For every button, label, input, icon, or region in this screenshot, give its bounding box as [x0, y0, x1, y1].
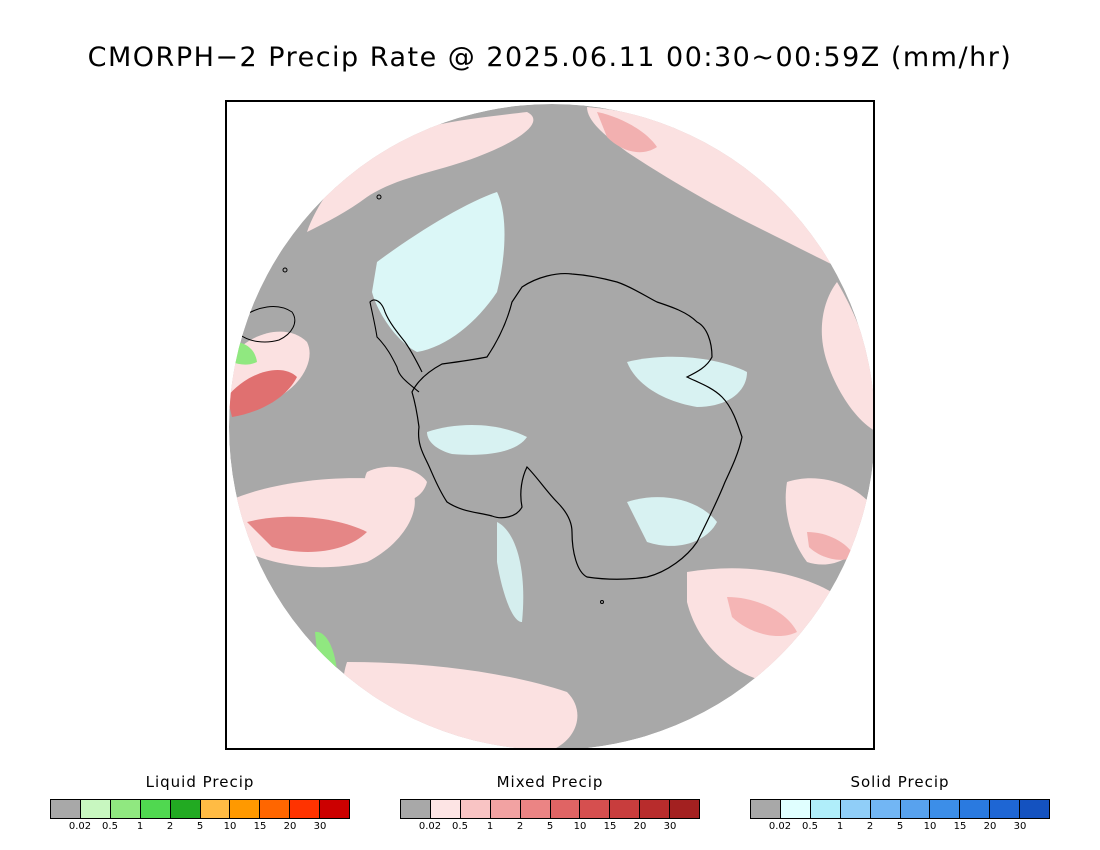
legend-tick-label: 10 [573, 821, 587, 832]
mixed-precip-heavy-lower-left [247, 516, 367, 552]
legend-tick-label: 15 [953, 821, 967, 832]
legend-swatch [900, 800, 931, 818]
legend-liquid: Liquid Precip 0.02 0.5 1 2 5 10 15 20 30 [50, 772, 350, 835]
solid-precip-south-east [627, 497, 717, 546]
legend-swatch [51, 800, 81, 818]
legend-swatch [290, 800, 321, 818]
island-marker [376, 194, 382, 200]
legend-swatch [230, 800, 261, 818]
legend-tick-label: 0.5 [102, 821, 118, 832]
island-marker [282, 267, 288, 273]
legend-swatch [840, 800, 871, 818]
legend-swatch [260, 800, 291, 818]
mixed-precip-heavy-left [229, 369, 297, 417]
legend-swatch [870, 800, 901, 818]
legend-swatch [80, 800, 111, 818]
legend-solid: Solid Precip 0.02 0.5 1 2 5 10 15 20 30 [750, 772, 1050, 835]
legend-swatch [110, 800, 141, 818]
liquid-precip-lower-left [315, 631, 337, 674]
legend-tick-label: 15 [253, 821, 267, 832]
mixed-precip-top-arc [307, 112, 534, 232]
mixed-precip-heavy-right [807, 532, 855, 560]
legend-tick-labels: 0.02 0.5 1 2 5 10 15 20 30 [50, 821, 350, 835]
legend-tick-label: 5 [896, 821, 904, 832]
legend-swatch [170, 800, 201, 818]
legend-tick-label: 30 [663, 821, 677, 832]
legend-tick-label: 0.5 [802, 821, 818, 832]
solid-precip-upper-left [372, 192, 505, 352]
legend-tick-label: 1 [486, 821, 494, 832]
antarctic-peninsula [369, 299, 423, 393]
legend-swatch [610, 800, 641, 818]
legend-tick-label: 2 [166, 821, 174, 832]
legend-swatch [140, 800, 171, 818]
legend-colorbar [750, 799, 1050, 819]
polar-map [225, 100, 875, 750]
mixed-precip-right-edge [821, 282, 873, 432]
legend-swatch [401, 800, 431, 818]
legend-tick-label: 1 [136, 821, 144, 832]
legend-swatch [990, 800, 1021, 818]
legend-tick-label: 0.5 [452, 821, 468, 832]
legend-tick-label: 15 [603, 821, 617, 832]
solid-precip-south [497, 522, 524, 622]
legend-tick-label: 0.02 [68, 821, 92, 832]
legend-swatch [780, 800, 811, 818]
mixed-precip-heavy-top [597, 112, 657, 153]
legend-tick-label: 1 [836, 821, 844, 832]
legend-title: Liquid Precip [145, 773, 255, 791]
south-america-tip [238, 306, 296, 343]
legend-tick-label: 10 [223, 821, 237, 832]
legend-tick-label: 5 [196, 821, 204, 832]
mixed-precip-center-left [364, 466, 427, 503]
mixed-precip-heavy-lower-right [727, 597, 797, 637]
legend-colorbar [400, 799, 700, 819]
legend-title: Solid Precip [850, 773, 950, 791]
legend-swatch [810, 800, 841, 818]
legend-swatch [670, 800, 700, 818]
legend-tick-label: 20 [633, 821, 647, 832]
legend-swatch [930, 800, 961, 818]
legend-swatch [550, 800, 581, 818]
legend-swatch [580, 800, 611, 818]
legend-colorbar [50, 799, 350, 819]
legend-swatch [1020, 800, 1050, 818]
chart-title: CMORPH−2 Precip Rate @ 2025.06.11 00:30~… [87, 42, 1013, 73]
legend-tick-label: 0.02 [418, 821, 442, 832]
solid-precip-west [427, 425, 527, 455]
legend-swatch [520, 800, 551, 818]
legend-swatch [430, 800, 461, 818]
legend-tick-label: 2 [516, 821, 524, 832]
legend-tick-label: 30 [313, 821, 327, 832]
legend-tick-label: 20 [283, 821, 297, 832]
legend-tick-label: 30 [1013, 821, 1027, 832]
legend-swatch [640, 800, 671, 818]
legend-swatch [490, 800, 521, 818]
legend-title: Mixed Precip [496, 773, 604, 791]
legend-swatch [320, 800, 350, 818]
legend-swatch [200, 800, 231, 818]
legend-tick-label: 20 [983, 821, 997, 832]
solid-precip-east [627, 356, 747, 407]
legend-tick-labels: 0.02 0.5 1 2 5 10 15 20 30 [400, 821, 700, 835]
antarctica-coastline [411, 272, 743, 580]
legend-tick-label: 2 [866, 821, 874, 832]
legend-tick-label: 5 [546, 821, 554, 832]
legend-tick-label: 0.02 [768, 821, 792, 832]
legend-swatch [960, 800, 991, 818]
map-canvas [229, 104, 873, 748]
legend-tick-label: 10 [923, 821, 937, 832]
island-marker [600, 600, 604, 604]
legend-tick-labels: 0.02 0.5 1 2 5 10 15 20 30 [750, 821, 1050, 835]
legend-swatch [460, 800, 491, 818]
legend-mixed: Mixed Precip 0.02 0.5 1 2 5 10 15 20 30 [400, 772, 700, 835]
legend-swatch [751, 800, 781, 818]
